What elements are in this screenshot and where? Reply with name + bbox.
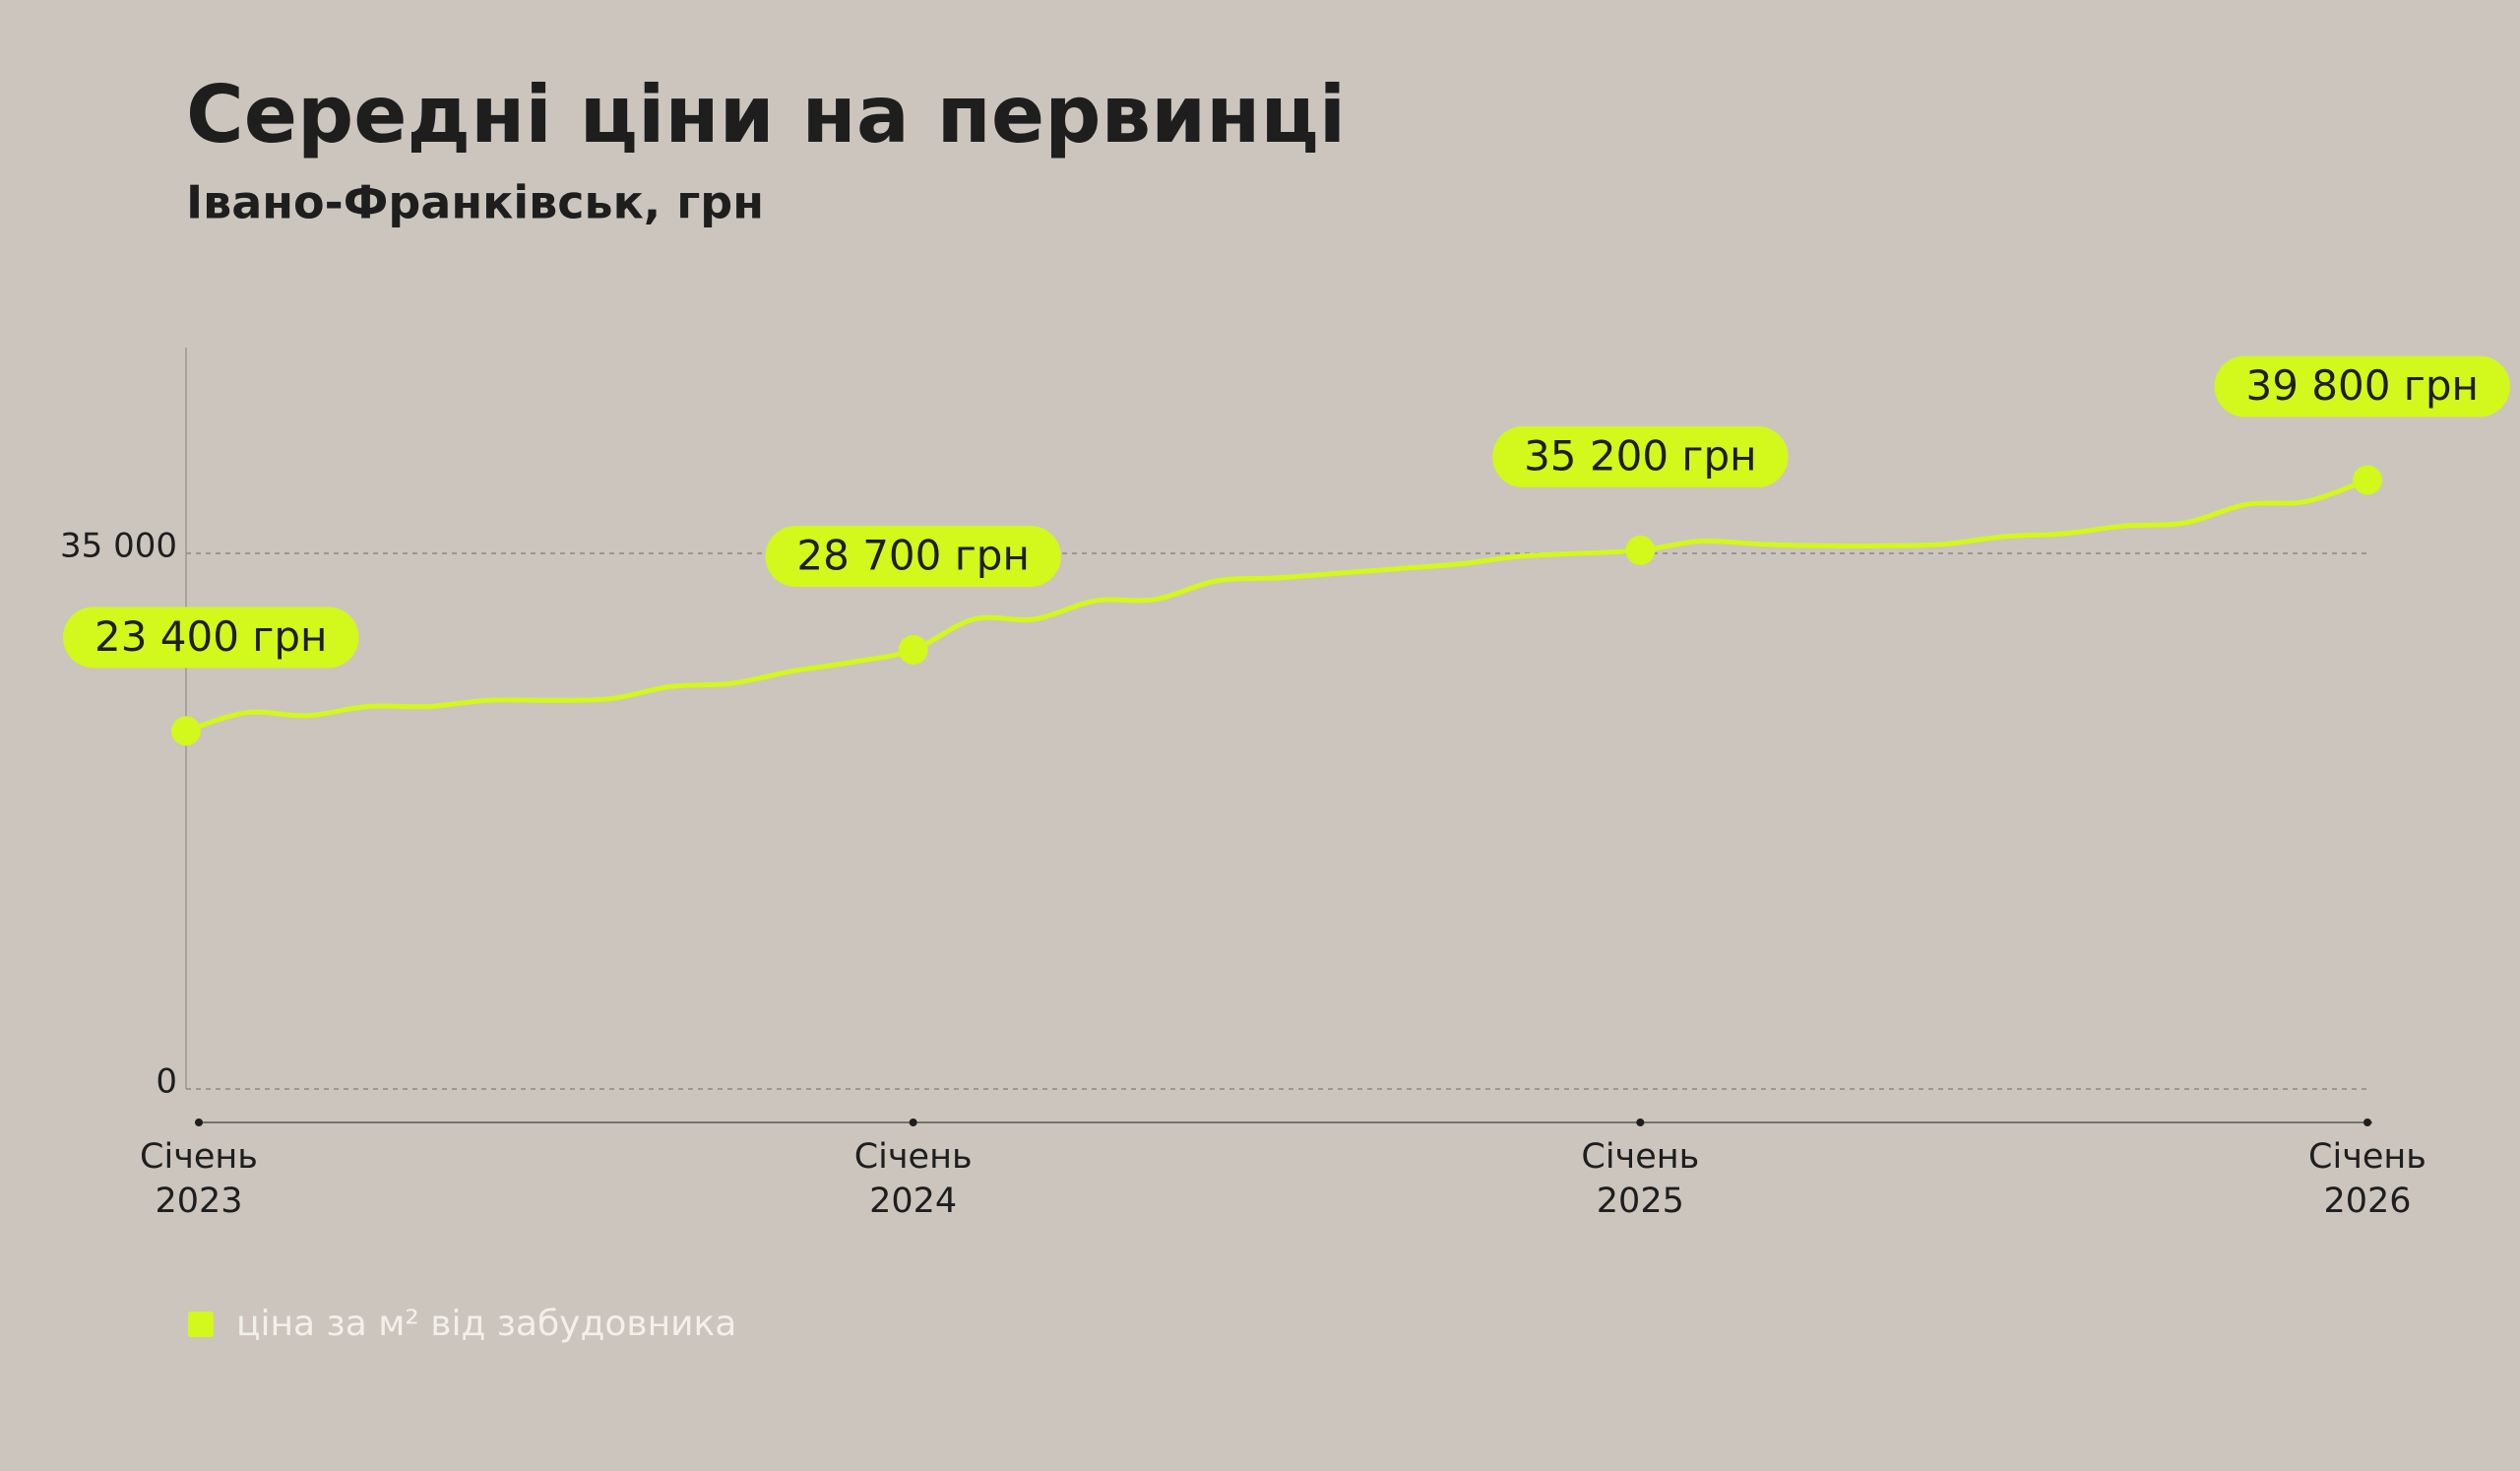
- data-label-bg: [765, 525, 1061, 587]
- x-tick-label: Січень 2025: [1581, 1137, 1700, 1221]
- x-tick-label: Січень 2024: [853, 1137, 973, 1221]
- x-tick: [2363, 1119, 2371, 1126]
- data-label-text: 39 800 грн: [2246, 361, 2480, 410]
- y-tick-label: 0: [156, 1062, 177, 1102]
- data-label-bg: [63, 607, 359, 669]
- x-tick-label: Січень 2023: [140, 1137, 258, 1221]
- data-label-bg: [1492, 425, 1789, 487]
- point: [898, 634, 928, 665]
- data-label-bg: [2214, 355, 2510, 417]
- data-label: 28 700 грн: [765, 525, 1061, 587]
- legend-swatch: [188, 1311, 214, 1337]
- chart-title: Середні ціни на первинці: [186, 69, 1346, 160]
- line: [185, 478, 2368, 734]
- x-tick-label: Січень 2026: [2308, 1137, 2426, 1221]
- data-label: 35 200 грн: [1492, 425, 1789, 487]
- x-tick: [909, 1119, 917, 1126]
- x-tick: [195, 1119, 203, 1126]
- point: [2353, 465, 2382, 495]
- point: [1625, 535, 1656, 565]
- data-label-text: 28 700 грн: [796, 531, 1030, 579]
- data-label: 39 800 грн: [2214, 355, 2510, 417]
- point: [171, 716, 201, 746]
- data-label-text: 23 400 грн: [94, 612, 328, 661]
- y-tick-label: 35 000: [60, 527, 177, 566]
- data-label-text: 35 200 грн: [1524, 431, 1757, 480]
- x-tick: [1636, 1119, 1645, 1126]
- chart-subtitle: Івано-Франківськ, грн: [186, 176, 764, 229]
- data-label: 23 400 грн: [63, 607, 359, 669]
- legend-label: ціна за м² від забудовника: [236, 1304, 736, 1344]
